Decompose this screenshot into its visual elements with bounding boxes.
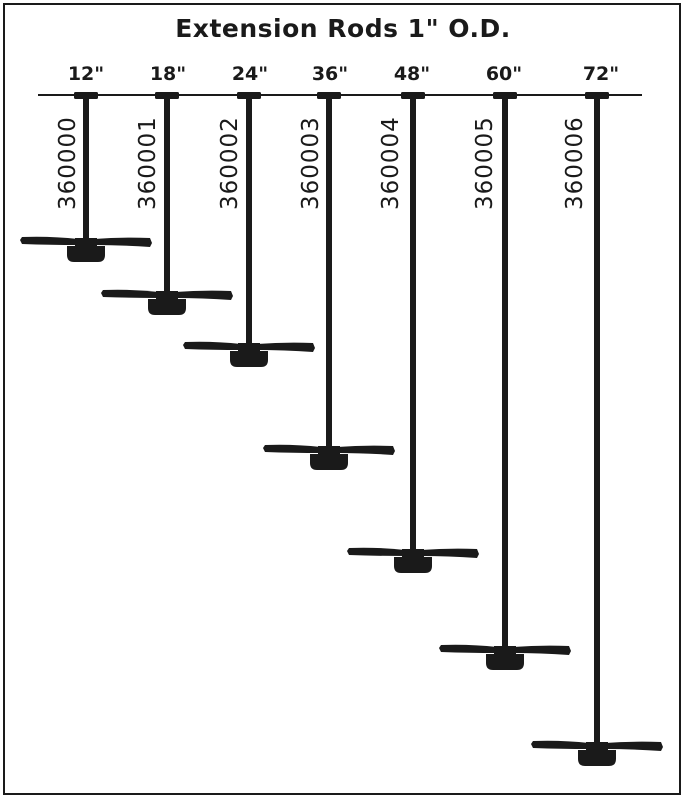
extension-rod-12: 12" 360000: [20, 63, 152, 262]
rod-part-number: 360003: [298, 116, 324, 210]
rod: [83, 97, 89, 242]
fan-hub: [75, 238, 97, 246]
fan-blade-left: [263, 444, 321, 453]
extension-rod-24: 24" 360002: [183, 63, 315, 367]
ceiling-bracket: [237, 92, 261, 99]
fan-blade-left: [20, 236, 78, 245]
rod-length-label: 12": [68, 63, 104, 85]
rod-part-number: 360005: [472, 116, 498, 210]
fan-blade-right: [513, 645, 571, 655]
fan-motor-housing: [148, 299, 186, 315]
ceiling-bracket: [317, 92, 341, 99]
fan-hub: [318, 446, 340, 454]
fan-motor-housing: [67, 246, 105, 262]
fan-blade-left: [347, 547, 405, 556]
fan-motor-housing: [486, 654, 524, 670]
extension-rod-48: 48" 360004: [347, 63, 479, 573]
diagram-frame: [3, 3, 681, 795]
diagram-title: Extension Rods 1" O.D.: [175, 14, 511, 43]
rod: [164, 97, 170, 295]
fan-blade-left: [531, 740, 589, 749]
rod-part-number: 360004: [378, 116, 404, 210]
rod: [246, 97, 252, 347]
rod-length-label: 18": [150, 63, 186, 85]
ceiling-bracket: [74, 92, 98, 99]
ceiling-bracket: [401, 92, 425, 99]
fan-hub: [156, 291, 178, 299]
extension-rod-36: 36" 360003: [263, 63, 395, 470]
rod: [410, 97, 416, 553]
fan-hub: [402, 549, 424, 557]
rod-part-number: 360001: [135, 116, 161, 210]
extension-rod-60: 60" 360005: [439, 63, 571, 670]
rod: [594, 97, 600, 746]
rod-part-number: 360002: [217, 116, 243, 210]
fan-motor-housing: [230, 351, 268, 367]
rod-length-label: 24": [232, 63, 268, 85]
ceiling-bracket: [155, 92, 179, 99]
fan-blade-left: [183, 341, 241, 350]
extension-rod-72: 72" 360006: [531, 63, 663, 766]
rod-part-number: 360000: [55, 116, 81, 210]
fan-motor-housing: [578, 750, 616, 766]
extension-rod-18: 18" 360001: [101, 63, 233, 315]
fan-motor-housing: [310, 454, 348, 470]
rod-length-label: 36": [312, 63, 348, 85]
rod: [326, 97, 332, 450]
rod: [502, 97, 508, 650]
rod-part-number: 360006: [562, 116, 588, 210]
fan-hub: [586, 742, 608, 750]
fan-blade-right: [94, 237, 152, 247]
fan-blade-left: [439, 644, 497, 653]
ceiling-bracket: [493, 92, 517, 99]
rod-length-label: 60": [486, 63, 522, 85]
fan-blade-left: [101, 289, 159, 298]
rod-length-label: 48": [394, 63, 430, 85]
fan-hub: [238, 343, 260, 351]
fan-motor-housing: [394, 557, 432, 573]
rod-length-label: 72": [583, 63, 619, 85]
fan-blade-right: [605, 741, 663, 751]
ceiling-bracket: [585, 92, 609, 99]
fan-blade-right: [175, 290, 233, 300]
fan-blade-right: [421, 548, 479, 558]
fan-blade-right: [337, 445, 395, 455]
fan-hub: [494, 646, 516, 654]
fan-blade-right: [257, 342, 315, 352]
